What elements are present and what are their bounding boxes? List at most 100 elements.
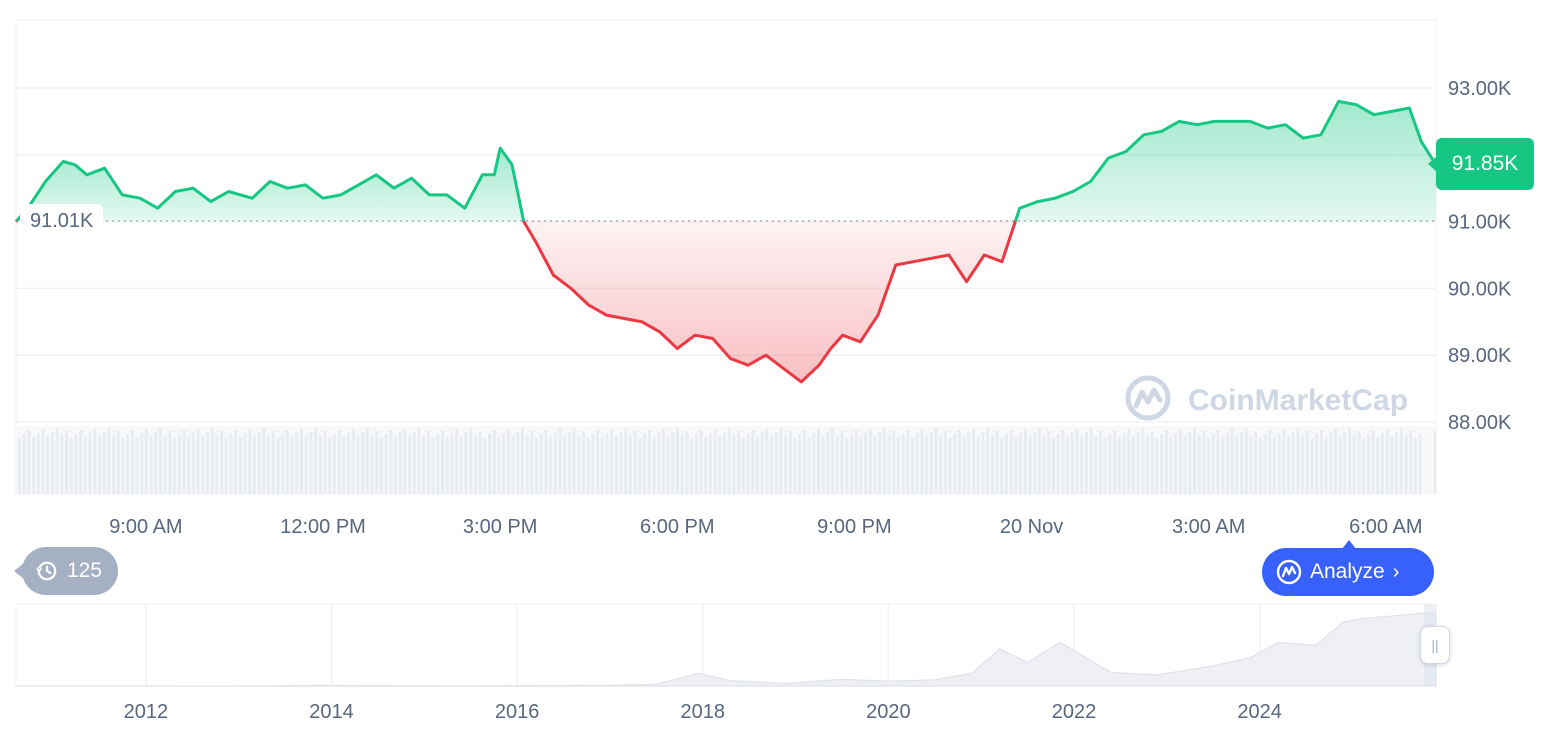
volume-bar [1216,430,1220,494]
volume-bar [441,430,444,494]
volume-bar [1075,429,1079,494]
volume-bar [55,428,59,494]
current-price-text: 91.85K [1451,152,1519,175]
volume-bar [878,432,882,494]
volume-bar [1324,437,1328,494]
x-tick-label: 3:00 PM [463,516,537,538]
volume-bar [1244,428,1248,494]
volume-bar [1301,435,1305,494]
volume-bar [488,434,491,494]
volume-bar [455,429,459,494]
volume-bar [314,428,318,494]
volume-bar [901,434,905,494]
volume-bar [770,436,773,494]
volume-bar [1371,430,1375,494]
volume-bar [1399,428,1403,494]
volume-bar [1418,434,1422,494]
volume-bar [144,429,148,494]
analyze-button[interactable]: Analyze › [1262,540,1434,596]
volume-bar [934,428,938,494]
area-above-baseline [16,148,524,221]
range-navigator[interactable] [15,603,1437,687]
volume-bar [285,430,289,494]
volume-bar [939,435,943,494]
volume-bar [1315,434,1319,494]
volume-bar [318,435,322,494]
volume-bar [793,438,797,494]
volume-bar [1230,429,1234,494]
volume-bar [243,433,247,494]
volume-bar [920,429,924,494]
volume-bar [422,435,426,494]
volume-bar [1019,433,1023,494]
volume-bar [1277,433,1281,494]
volume-bar [1207,438,1211,494]
volume-bar [1094,435,1098,494]
volume-bar [812,433,816,494]
volume-bar [271,431,275,494]
volume-bar [365,428,369,494]
volume-bar [1150,431,1154,494]
volume-bar [229,434,233,494]
volume-bar [765,429,769,494]
volume-bar [671,432,675,494]
baseline-price-text: 91.01K [30,209,94,232]
volume-bar [657,433,661,494]
volume-bar [624,428,628,494]
volume-bar [328,438,332,494]
volume-bar [972,429,976,494]
volume-bar [727,428,731,494]
volume-bar [835,435,839,494]
volume-bar [887,435,891,494]
volume-bar [610,429,614,494]
volume-bar [643,434,647,494]
volume-bar [88,433,92,494]
volume-bar [1127,429,1131,494]
volume-bar [1225,433,1229,494]
volume-bar [163,435,167,494]
volume-bar [206,432,209,494]
volume-bar [426,431,430,494]
volume-bar [1413,438,1417,494]
volume-bar [398,433,402,494]
volume-bar [74,434,78,494]
volume-bar [276,438,280,494]
x-tick-label: 12:00 PM [280,516,366,538]
volume-bar [375,431,379,494]
volume-bar [1404,435,1408,494]
volume-bar [798,434,802,494]
volume-bar [1287,436,1290,494]
volume-bar [760,433,764,494]
volume-bar [605,433,609,494]
volume-bar [896,438,900,494]
volume-bar [1047,431,1051,494]
range-handle[interactable]: || [1420,626,1450,664]
volume-bar [1169,437,1173,494]
volume-bar [755,437,759,494]
volume-bar [32,437,36,494]
volume-bar [619,432,623,494]
volume-bar [50,432,54,494]
volume-bar [1052,438,1055,494]
volume-bar [191,433,195,494]
volume-bar [351,429,355,494]
volume-bar [182,430,186,494]
volume-bar [154,432,158,494]
coinmarketcap-logo-icon [1276,559,1302,585]
volume-bar [97,436,101,494]
volume-bar [1409,431,1413,494]
volume-bar [337,430,341,494]
volume-bar [253,436,256,494]
volume-bar [332,434,336,494]
x-axis: 9:00 AM 12:00 PM 3:00 PM 6:00 PM 9:00 PM 20 N… [109,516,1422,538]
volume-bar [1146,435,1149,494]
navigator-tick-label: 2024 [1237,701,1282,723]
volume-bar [680,435,684,494]
volume-bar [854,430,858,494]
volume-bar [958,430,961,494]
volume-bar [36,433,40,494]
volume-bar [281,434,285,494]
history-badge[interactable]: 125 [14,547,118,595]
